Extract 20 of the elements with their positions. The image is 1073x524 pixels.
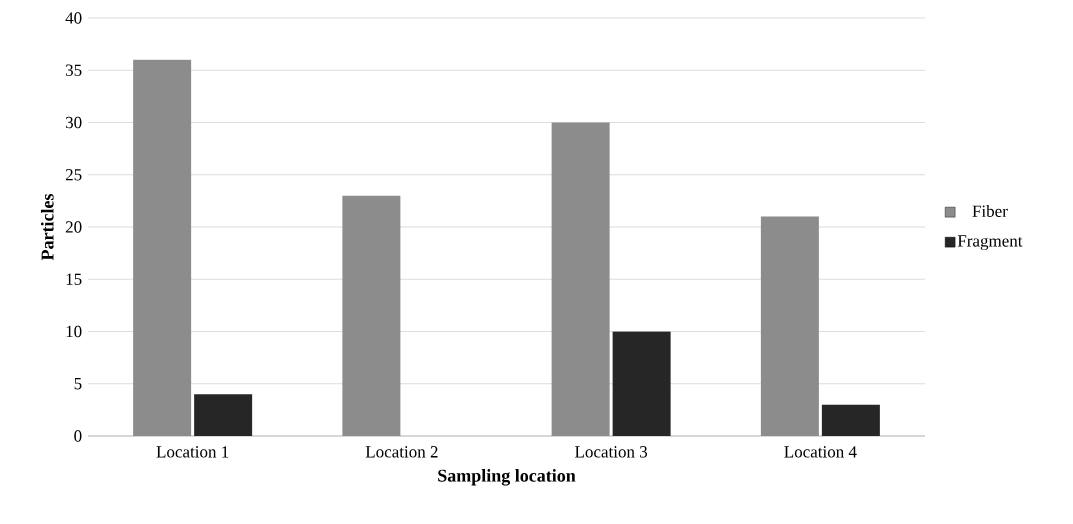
y-tick-label: 5: [74, 378, 82, 390]
y-axis-title: Particles: [40, 193, 54, 261]
y-tick-label: 20: [65, 221, 82, 233]
y-tick-label: 35: [65, 64, 82, 76]
x-axis-title: Sampling location: [438, 469, 576, 486]
legend-label: Fiber: [972, 204, 1008, 217]
y-tick-label: 30: [65, 116, 82, 129]
y-tick-label: 25: [65, 169, 82, 181]
y-tick-label: 40: [65, 12, 82, 24]
x-tick-label: Location 1: [156, 446, 229, 458]
bar: [194, 394, 253, 436]
y-tick-label: 0: [74, 430, 82, 442]
bar: [821, 404, 880, 436]
legend-label: Fragment: [957, 235, 1023, 251]
x-tick-label: Location 3: [575, 446, 648, 458]
x-tick-label: Location 4: [784, 446, 857, 458]
bar: [612, 331, 671, 436]
y-tick-label: 15: [66, 273, 82, 285]
x-tick-label: Location 2: [365, 446, 438, 458]
y-tick-label: 10: [66, 325, 82, 338]
